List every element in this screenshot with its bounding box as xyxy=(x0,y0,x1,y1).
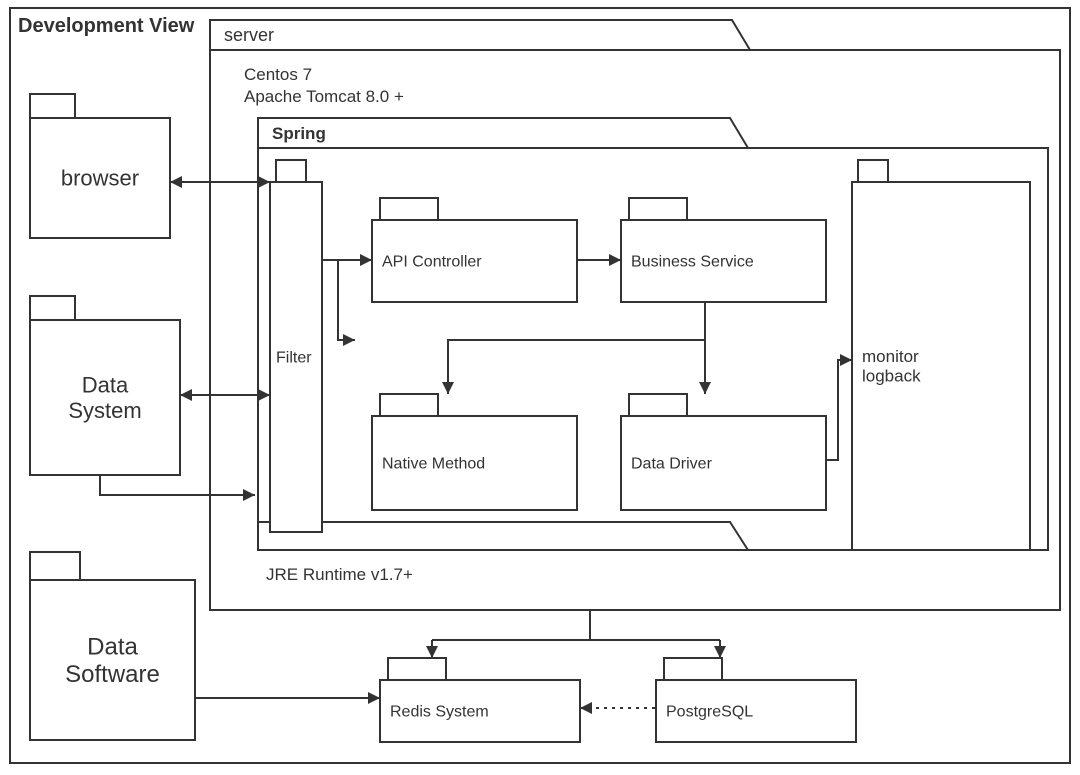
folder-tab-monitor xyxy=(858,160,888,182)
folder-filter: Filter xyxy=(270,182,322,532)
jre-label: JRE Runtime v1.7+ xyxy=(266,565,413,584)
folder-label-native: Native Method xyxy=(382,456,485,473)
folder-tab-data_software xyxy=(30,552,80,580)
folder-browser: browser xyxy=(30,118,170,238)
folder-tab-browser xyxy=(30,94,75,118)
folder-label-filter: Filter xyxy=(276,350,312,367)
svg-text:Spring: Spring xyxy=(272,124,326,143)
folder-label-monitor: monitorlogback xyxy=(862,347,921,386)
folder-label-driver: Data Driver xyxy=(631,456,713,473)
folder-api: API Controller xyxy=(372,220,577,302)
folder-tab-business xyxy=(629,198,687,220)
folder-tab-filter xyxy=(276,160,306,182)
folder-tab-api xyxy=(380,198,438,220)
folder-tab-native xyxy=(380,394,438,416)
folder-label-redis: Redis System xyxy=(390,704,489,721)
folder-monitor: monitorlogback xyxy=(852,182,1030,550)
folder-data_software: DataSoftware xyxy=(30,580,195,740)
folder-label-browser: browser xyxy=(61,166,139,191)
folder-label-api: API Controller xyxy=(382,254,482,271)
folder-business: Business Service xyxy=(621,220,826,302)
diagram-canvas: Development View server Centos 7 Apache Tom… xyxy=(0,0,1080,775)
server-env-label-1: Apache Tomcat 8.0 + xyxy=(244,87,404,106)
folder-label-business: Business Service xyxy=(631,254,754,271)
svg-text:server: server xyxy=(224,25,274,45)
folder-redis: Redis System xyxy=(380,680,580,742)
folder-tab-redis xyxy=(388,658,446,680)
page-title: Development View xyxy=(18,15,195,37)
folder-tab-pg xyxy=(664,658,722,680)
server-env-label-0: Centos 7 xyxy=(244,65,312,84)
folder-label-pg: PostgreSQL xyxy=(666,704,753,721)
folder-tab-data_system xyxy=(30,296,75,320)
folder-tab-driver xyxy=(629,394,687,416)
folder-native: Native Method xyxy=(372,416,577,510)
folder-data_system: DataSystem xyxy=(30,320,180,475)
folder-pg: PostgreSQL xyxy=(656,680,856,742)
folder-driver: Data Driver xyxy=(621,416,826,510)
